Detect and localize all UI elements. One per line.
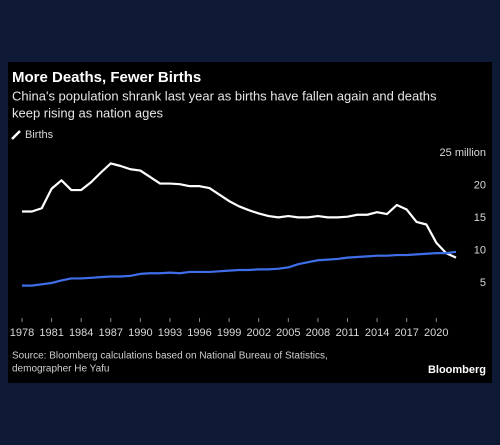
x-tick-label: 2005 bbox=[276, 327, 300, 339]
y-tick-label: 15 bbox=[474, 212, 486, 224]
brand-logo: Bloomberg bbox=[428, 364, 486, 376]
x-tick-label: 1987 bbox=[99, 327, 123, 339]
y-tick-label: 10 bbox=[474, 244, 486, 256]
y-tick-label: 20 bbox=[474, 179, 486, 191]
source-note: Source: Bloomberg calculations based on … bbox=[12, 351, 328, 362]
legend-swatch bbox=[11, 130, 21, 140]
x-tick-label: 1999 bbox=[217, 327, 241, 339]
x-tick-label: 1984 bbox=[69, 327, 93, 339]
y-tick-label: 5 bbox=[480, 277, 486, 289]
x-tick-label: 2014 bbox=[365, 327, 389, 339]
data-line bbox=[22, 162, 457, 259]
x-tick-label: 2008 bbox=[306, 327, 330, 339]
chart-subtitle: China's population shrank last year as b… bbox=[12, 88, 437, 103]
x-tick-label: 2020 bbox=[424, 327, 448, 339]
chart-title: More Deaths, Fewer Births bbox=[12, 69, 201, 86]
chart-panel bbox=[8, 62, 492, 383]
x-tick-label: 2017 bbox=[394, 327, 418, 339]
x-tick-label: 1978 bbox=[10, 327, 34, 339]
x-tick-label: 2002 bbox=[246, 327, 270, 339]
x-tick-label: 2011 bbox=[336, 327, 360, 339]
x-tick-label: 1993 bbox=[158, 327, 182, 339]
chart-subtitle: keep rising as nation ages bbox=[12, 105, 164, 120]
data-line bbox=[22, 250, 457, 287]
x-tick-label: 1981 bbox=[39, 327, 63, 339]
x-tick-label: 1990 bbox=[128, 327, 152, 339]
y-tick-label: 25 million bbox=[440, 147, 486, 159]
legend-label: Births bbox=[25, 129, 54, 141]
x-tick-label: 1996 bbox=[187, 327, 211, 339]
source-note: demographer He Yafu bbox=[12, 364, 109, 375]
